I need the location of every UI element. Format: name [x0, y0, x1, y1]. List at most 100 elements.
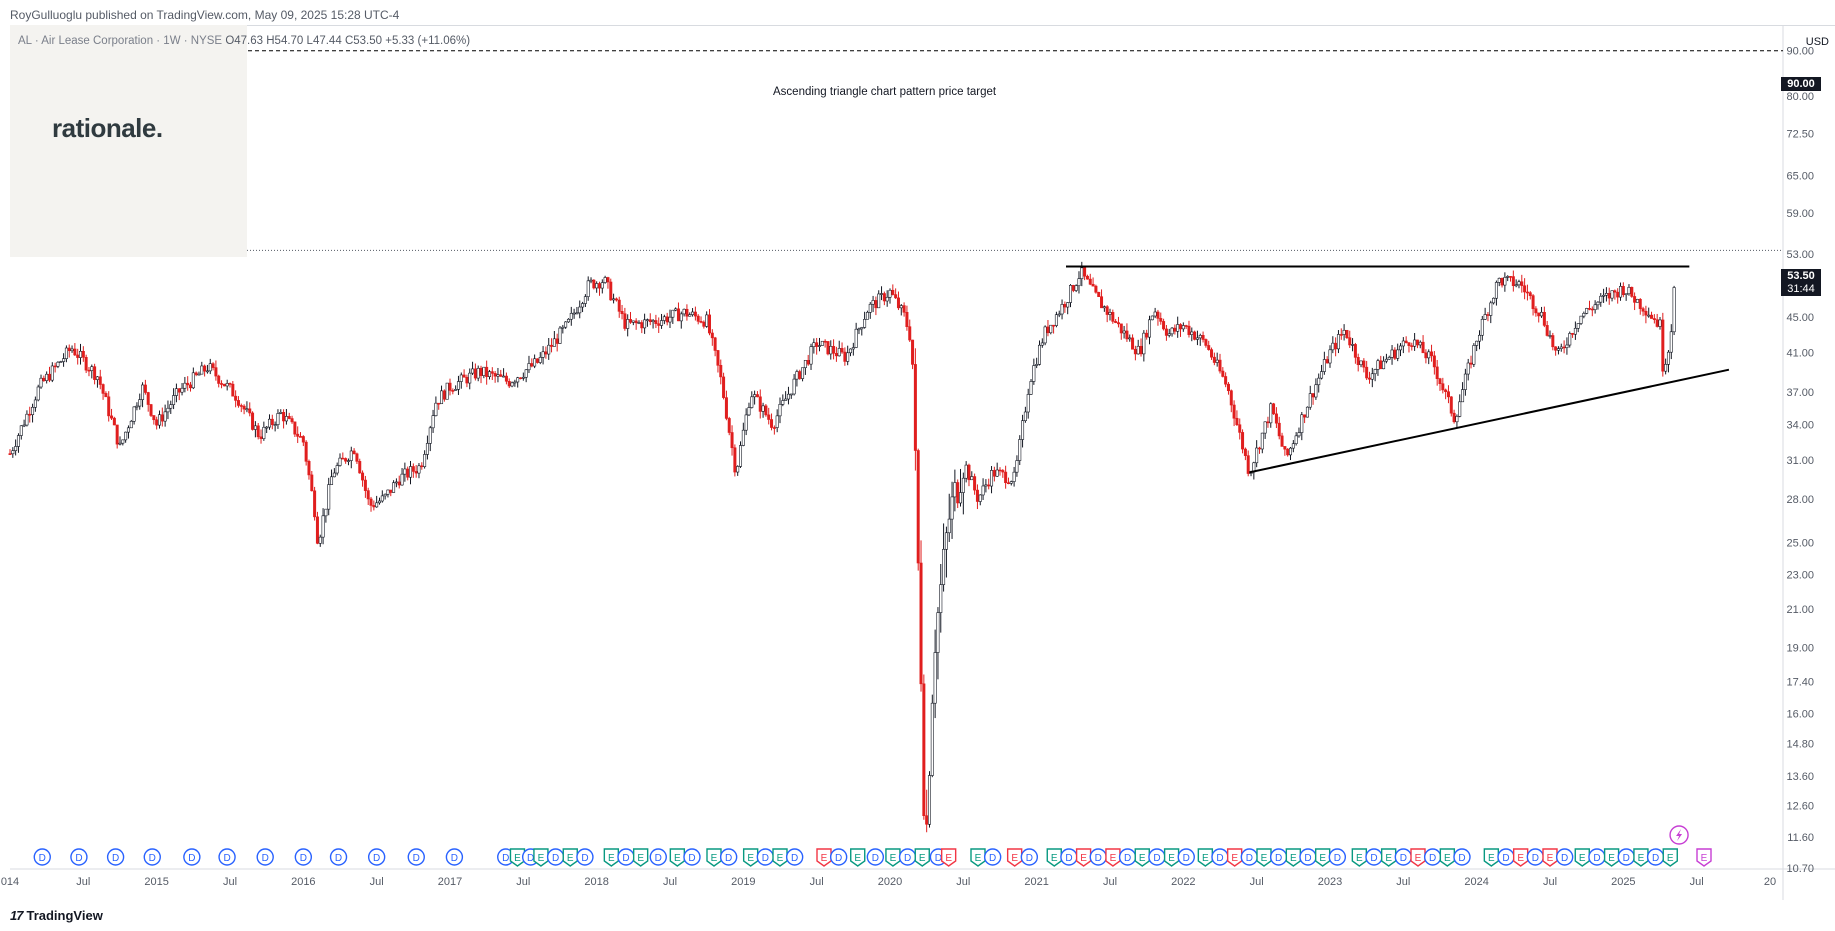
candle-body [652, 320, 654, 321]
candle-body [76, 355, 78, 358]
candle-body [1024, 412, 1026, 421]
candle-body [570, 313, 572, 319]
candle-body [880, 294, 882, 295]
event-marker-letter: D [1124, 853, 1131, 864]
candle-body [663, 317, 665, 321]
candle-body [243, 406, 245, 409]
candle-body [1538, 313, 1540, 316]
candle-body [1081, 268, 1083, 279]
candle-body [708, 315, 710, 333]
candle-body [804, 360, 806, 367]
candle-body [863, 319, 865, 327]
tradingview-brand[interactable]: 17 TradingView [10, 908, 103, 923]
candle-body [934, 653, 936, 704]
candle-body [480, 368, 482, 375]
event-marker-letter: D [1593, 853, 1600, 864]
candle-body [251, 413, 253, 430]
candle-body [1419, 342, 1421, 345]
currency-label[interactable]: USD [1806, 36, 1829, 48]
candle-body [1664, 364, 1666, 371]
candle-body [759, 397, 761, 412]
time-tick-label: 20 [1764, 876, 1776, 888]
candle-body [274, 425, 276, 426]
candle-body [1546, 325, 1548, 335]
candle-body [257, 426, 259, 437]
candle-body [1109, 312, 1111, 314]
candle-body [71, 349, 73, 351]
candle-body [762, 406, 764, 412]
candle-body [167, 408, 169, 412]
candle-body [878, 294, 880, 308]
price-tick-label: 10.70 [1786, 863, 1814, 875]
candle-body [62, 359, 64, 362]
candle-body [1569, 333, 1571, 345]
candle-body [861, 327, 863, 328]
candle-body [1275, 414, 1277, 423]
candle-body [122, 440, 124, 443]
candle-body [635, 321, 637, 323]
candle-body [184, 383, 186, 388]
candle-body [666, 317, 668, 322]
candle-body [1648, 315, 1650, 316]
candle-body [1368, 378, 1370, 379]
candle-body [1038, 345, 1040, 364]
candle-body [1030, 381, 1032, 394]
candle-body [866, 312, 868, 319]
candle-body [339, 458, 341, 465]
candle-body [1673, 287, 1675, 331]
candle-body [1594, 305, 1596, 310]
event-marker-letter: D [581, 853, 588, 864]
candle-body [359, 461, 361, 473]
candle-body [799, 372, 801, 379]
candle-body [395, 482, 397, 483]
candle-body [178, 389, 180, 393]
candle-body [1270, 404, 1272, 423]
candle-body [1098, 292, 1100, 296]
candle-body [175, 389, 177, 396]
event-marker-letter: D [552, 853, 559, 864]
candle-body [508, 381, 510, 386]
event-marker-letter: D [527, 853, 534, 864]
candle-body [703, 322, 705, 326]
event-marker-letter: D [300, 853, 307, 864]
candle-body [683, 309, 685, 314]
candle-body [1236, 418, 1238, 424]
candle-body [384, 494, 386, 496]
candle-body [1044, 327, 1046, 343]
candle-body [1318, 378, 1320, 385]
candle-body [390, 490, 392, 493]
event-marker-letter: D [149, 853, 156, 864]
price-tick-label: 72.50 [1786, 129, 1814, 141]
candle-body [1653, 319, 1655, 320]
candle-body [584, 297, 586, 304]
event-marker-letter: D [791, 853, 798, 864]
candle-body [1233, 405, 1235, 418]
event-marker-letter: E [821, 853, 828, 864]
candle-body [133, 407, 135, 421]
candle-body [254, 426, 256, 430]
candle-body [985, 485, 987, 486]
candle-body [1526, 292, 1528, 293]
candle-body [748, 408, 750, 415]
candle-body [632, 321, 634, 322]
event-marker-letter: D [1532, 853, 1539, 864]
candle-body [1532, 296, 1534, 309]
event-marker-letter: E [890, 853, 897, 864]
candle-body [285, 416, 287, 421]
candle-body [350, 451, 352, 461]
legend-open: O47.63 [225, 35, 263, 47]
candle-body [82, 351, 84, 357]
candle-body [79, 351, 81, 357]
candle-body [342, 458, 344, 459]
candle-body [505, 376, 507, 381]
event-marker-letter: D [655, 853, 662, 864]
candle-body [206, 371, 208, 372]
candle-body [722, 377, 724, 398]
candle-body [838, 348, 840, 355]
candle-body [201, 366, 203, 374]
candle-body [1444, 390, 1446, 392]
symbol-legend[interactable]: AL · Air Lease Corporation · 1W · NYSE O… [18, 35, 470, 47]
candle-body [686, 309, 688, 316]
event-marker-letter: D [725, 853, 732, 864]
